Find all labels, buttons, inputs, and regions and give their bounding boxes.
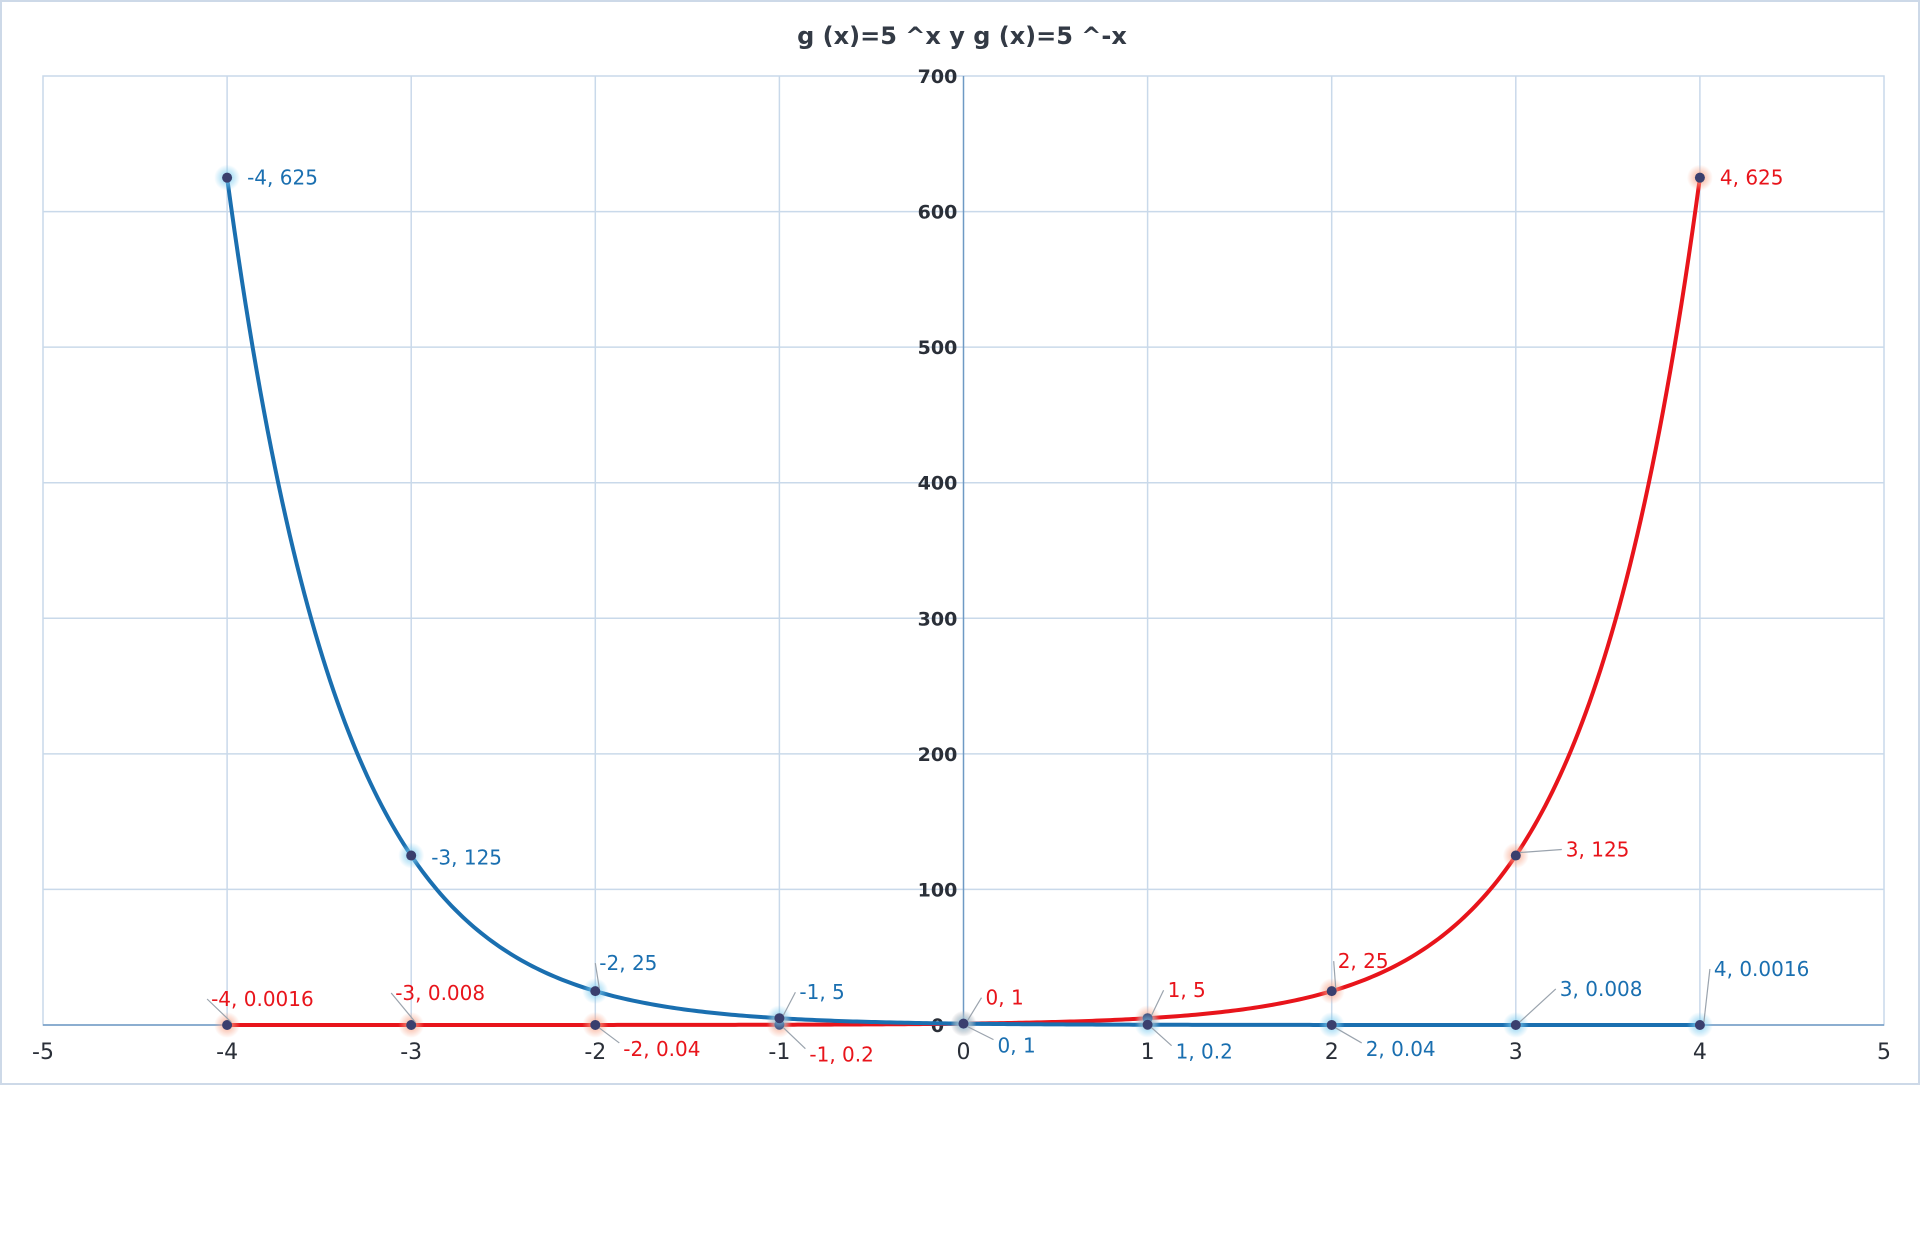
x-tick-label: -4 [216, 1040, 238, 1065]
x-tick-label: 2 [1325, 1040, 1339, 1065]
data-label: 3, 125 [1566, 838, 1630, 862]
x-tick-label: -5 [32, 1040, 54, 1065]
data-label: 1, 5 [1168, 978, 1206, 1002]
data-point [1694, 1019, 1705, 1030]
label-leader-line [1333, 961, 1337, 989]
data-label: 2, 25 [1338, 949, 1389, 973]
x-tick-label: -2 [584, 1040, 606, 1065]
data-point [1694, 172, 1705, 183]
tick-labels: 0 100 200 300 400 500 600 700 -5 -4 -3 -2 -1 0 1 2 3 4 5 [32, 66, 1891, 1065]
data-label: -2, 25 [599, 951, 657, 975]
x-tick-label: -1 [768, 1040, 790, 1065]
data-point [1326, 986, 1337, 997]
data-label: 0, 1 [998, 1034, 1036, 1058]
exponential-chart: g (x)=5 ^x y g (x)=5 ^-x 010020030040050… [32, 22, 1891, 1067]
data-label: 4, 0.0016 [1714, 957, 1809, 981]
data-label: -3, 125 [431, 846, 502, 870]
label-leader-line [206, 998, 232, 1023]
data-point [590, 1019, 601, 1030]
data-label: -1, 0.2 [809, 1043, 873, 1067]
x-tick-label: 0 [957, 1040, 971, 1065]
data-point [406, 1019, 417, 1030]
data-label: 4, 625 [1720, 166, 1784, 190]
data-point [222, 1019, 233, 1030]
data-point [222, 172, 233, 183]
label-leader-line [782, 991, 796, 1016]
label-leader-line [1151, 1027, 1173, 1047]
data-label: -4, 0.0016 [211, 987, 314, 1011]
data-point [1326, 1019, 1337, 1030]
data-label: -3, 0.008 [395, 981, 485, 1005]
data-label: -2, 0.04 [623, 1037, 700, 1061]
label-leader-line [1519, 848, 1562, 854]
data-labels: -4, 0.0016 -3, 0.008 -2, 0.04 -1, 0.2 0, 1 1,… [206, 166, 1809, 1067]
label-leader-line [598, 1027, 620, 1044]
data-point [958, 1018, 969, 1029]
data-label: -4, 625 [247, 166, 318, 190]
data-point [1510, 1019, 1521, 1030]
label-leader-line [1703, 968, 1711, 1023]
x-tick-label: -3 [400, 1040, 422, 1065]
y-tick-label: 300 [918, 608, 958, 630]
label-leader-line [1519, 988, 1557, 1023]
data-point [1142, 1019, 1153, 1030]
x-tick-label: 5 [1877, 1040, 1891, 1065]
data-point [1510, 850, 1521, 861]
chart-frame: g (x)=5 ^x y g (x)=5 ^-x 0 100 200 300 400 50… [0, 0, 1920, 1085]
y-tick-label: 0 [931, 1015, 944, 1037]
label-leader-line [782, 1027, 806, 1050]
x-tick-label: 3 [1509, 1040, 1523, 1065]
data-label: 3, 0.008 [1560, 977, 1643, 1001]
data-label: 2, 0.04 [1366, 1037, 1436, 1061]
data-label: 1, 0.2 [1176, 1040, 1233, 1064]
y-tick-label: 700 [918, 66, 958, 88]
data-label: -1, 5 [799, 980, 844, 1004]
axes [43, 76, 1884, 1026]
x-tick-label: 4 [1693, 1040, 1707, 1065]
y-tick-label: 400 [918, 473, 958, 495]
y-tick-label: 500 [918, 337, 958, 359]
data-point [590, 986, 601, 997]
y-tick-label: 600 [918, 202, 958, 224]
y-tick-label: 200 [918, 744, 958, 766]
label-leader-line [966, 997, 983, 1021]
data-point [406, 850, 417, 861]
chart-title: g (x)=5 ^x y g (x)=5 ^-x [797, 22, 1127, 50]
label-leader-line [594, 963, 600, 989]
x-tick-label: 1 [1141, 1040, 1155, 1065]
label-leader-line [967, 1026, 994, 1041]
label-leader-line [1151, 989, 1165, 1016]
label-leader-line [1335, 1027, 1362, 1044]
data-point [774, 1013, 785, 1024]
label-leader-line [390, 992, 416, 1023]
data-label: 0, 1 [986, 986, 1024, 1010]
y-tick-label: 100 [918, 879, 958, 901]
